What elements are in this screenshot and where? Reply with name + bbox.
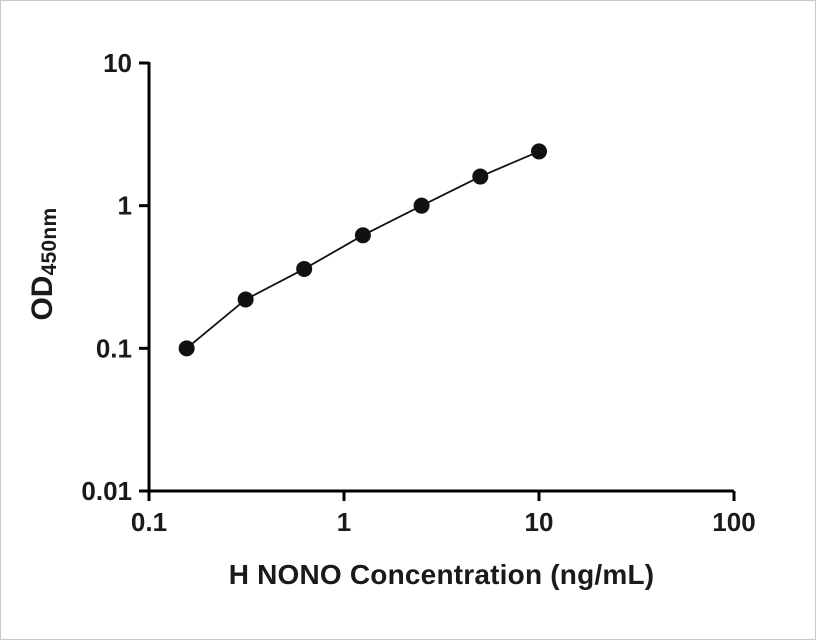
- data-point: [354, 227, 371, 244]
- y-tick-label: 0.1: [96, 333, 132, 363]
- data-point: [178, 340, 195, 357]
- data-point: [413, 197, 430, 214]
- y-axis-title-subscript: 450nm: [38, 207, 61, 276]
- y-axis-title-main: OD: [26, 275, 59, 321]
- x-tick-label: 1: [337, 507, 351, 537]
- y-tick-label: 0.01: [81, 476, 132, 506]
- y-tick-label: 1: [118, 191, 132, 221]
- x-tick-label: 0.1: [131, 507, 167, 537]
- y-tick-label: 10: [103, 48, 132, 78]
- data-point: [296, 260, 313, 277]
- x-tick-label: 100: [712, 507, 755, 537]
- y-axis-title: OD450nm: [26, 207, 61, 321]
- data-point: [472, 168, 489, 185]
- x-axis-title: H NONO Concentration (ng/mL): [228, 559, 655, 590]
- data-point: [237, 291, 254, 308]
- data-point: [531, 143, 547, 160]
- x-tick-label: 10: [525, 507, 554, 537]
